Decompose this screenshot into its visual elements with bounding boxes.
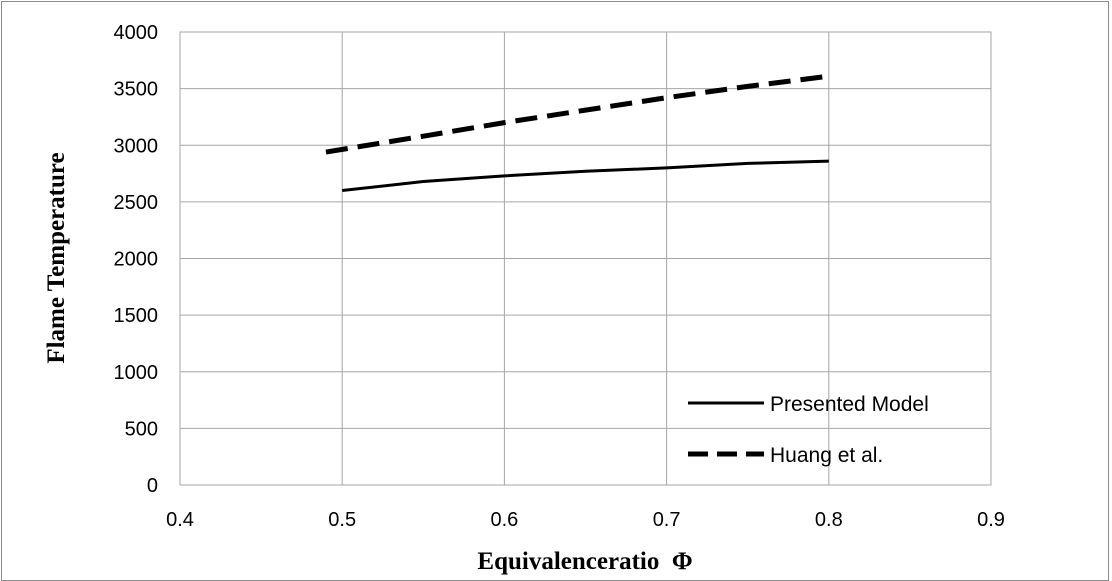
series-line-presented-model: [342, 159, 829, 193]
x-tick-label-0: 0.4: [166, 509, 194, 531]
y-tick-label-8: 4000: [114, 22, 159, 44]
y-tick-label-3: 1500: [114, 305, 159, 327]
grid-lines: [179, 31, 992, 486]
y-tick-label-0: 0: [147, 475, 158, 497]
x-tick-label-1: 0.5: [328, 509, 356, 531]
x-tick-label-2: 0.6: [490, 509, 518, 531]
y-tick-label-4: 2000: [114, 249, 159, 271]
x-tick-labels: 0.4 0.5 0.6 0.7 0.8 0.9: [166, 509, 1005, 531]
x-tick-label-3: 0.7: [653, 509, 681, 531]
x-axis-title: Equivalenceratio Φ: [477, 548, 692, 575]
legend-label-presented-model: Presented Model: [770, 393, 929, 416]
legend: Presented Model Huang et al.: [688, 393, 929, 467]
y-tick-label-1: 500: [125, 418, 158, 440]
x-tick-label-4: 0.8: [815, 509, 843, 531]
y-tick-label-6: 3000: [114, 135, 159, 157]
x-tick-label-5: 0.9: [977, 509, 1005, 531]
y-tick-label-2: 1000: [114, 362, 159, 384]
y-axis-title: Flame Temperature: [43, 152, 70, 363]
y-tick-label-5: 2500: [114, 192, 159, 214]
series-lines: [325, 73, 830, 193]
y-tick-label-7: 3500: [114, 79, 159, 101]
y-tick-labels: 0 500 1000 1500 2000 2500 3000 3500 4000: [114, 22, 159, 497]
legend-label-huang: Huang et al.: [770, 444, 883, 467]
series-line-huang-et-al: [325, 73, 830, 155]
plot-area-border: [179, 31, 992, 486]
